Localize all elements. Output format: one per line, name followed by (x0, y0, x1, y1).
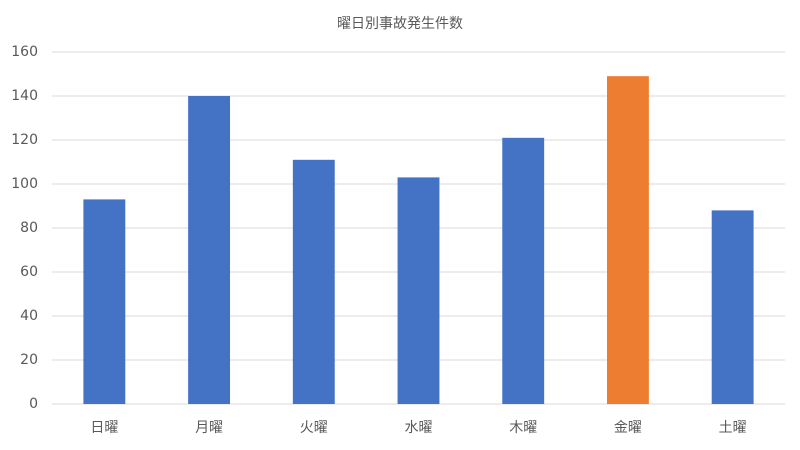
x-tick-label: 月曜 (195, 420, 223, 436)
x-tick-label: 日曜 (90, 420, 118, 436)
bar (83, 199, 126, 404)
chart-title: 曜日別事故発生件数 (337, 16, 463, 32)
bar (711, 210, 754, 404)
bar (397, 177, 440, 404)
bar (606, 76, 649, 404)
x-tick-label: 木曜 (509, 420, 537, 436)
x-tick-label: 金曜 (614, 420, 642, 436)
y-tick-label: 20 (20, 352, 38, 368)
x-tick-label: 土曜 (719, 420, 747, 436)
y-tick-label: 60 (20, 264, 38, 280)
bar (188, 96, 231, 404)
bar (502, 137, 545, 405)
bar (292, 159, 335, 404)
x-tick-label: 火曜 (300, 420, 328, 436)
y-tick-label: 100 (11, 176, 38, 192)
y-tick-label: 0 (29, 396, 38, 412)
x-tick-label: 水曜 (405, 420, 433, 436)
y-tick-label: 120 (11, 132, 38, 148)
y-tick-label: 140 (11, 88, 38, 104)
y-tick-label: 80 (20, 220, 38, 236)
y-tick-label: 40 (20, 308, 38, 324)
y-tick-label: 160 (11, 44, 38, 60)
